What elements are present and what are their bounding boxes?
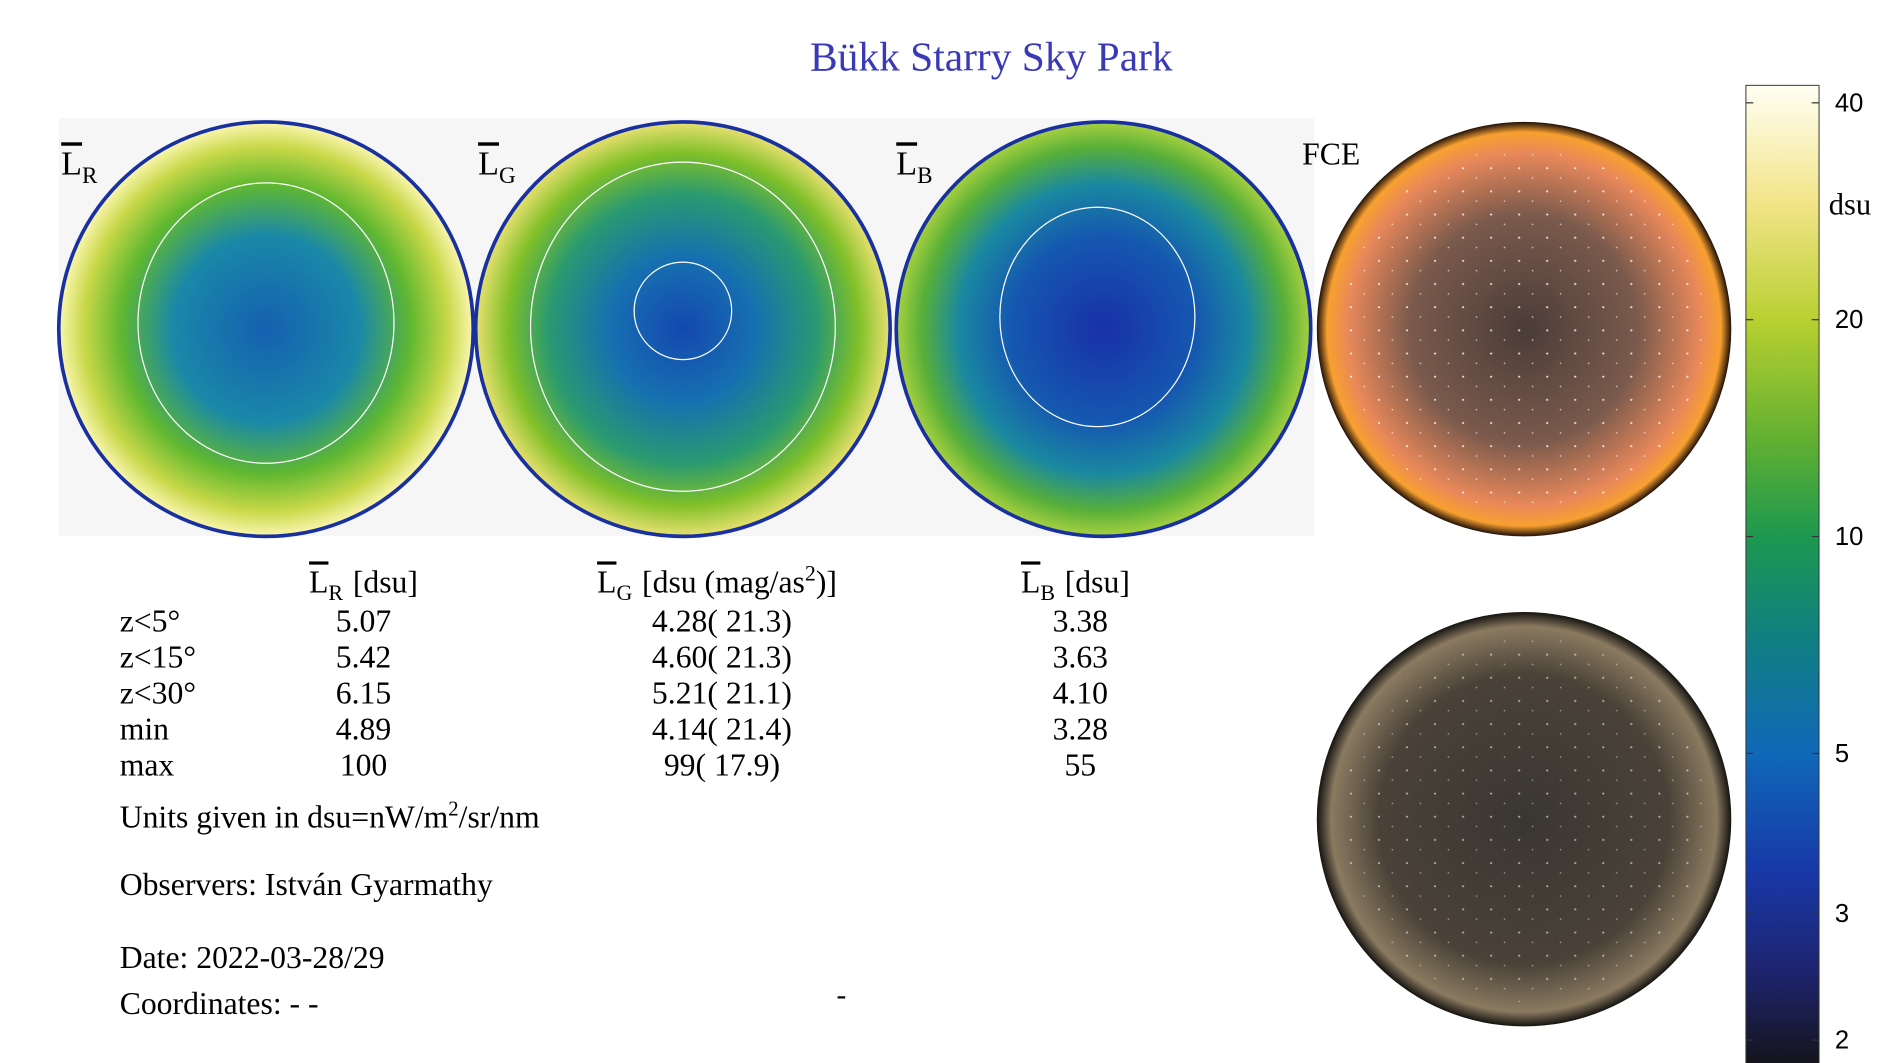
map-label: LG xyxy=(478,145,516,189)
subscript: B xyxy=(1040,580,1055,605)
contour xyxy=(999,206,1196,428)
stars xyxy=(1341,146,1707,512)
table-cell: 4.28( 21.3) xyxy=(652,603,792,638)
symbol: L xyxy=(1021,564,1040,599)
table-cell: 6.15 xyxy=(336,675,391,710)
colorbar-label: dsu xyxy=(1829,188,1871,222)
colorbar-tick-label: 5 xyxy=(1835,740,1849,768)
photo-label: FCE xyxy=(1302,137,1360,172)
table-cell: 5.21( 21.1) xyxy=(652,675,792,710)
red-sky-map xyxy=(56,120,476,539)
table-cell: 4.60( 21.3) xyxy=(652,639,792,674)
subscript: G xyxy=(616,580,632,605)
symbol: L xyxy=(478,145,499,182)
text: Units given in dsu=nW/m xyxy=(120,800,449,835)
colorbar xyxy=(1745,84,1820,1063)
symbol: L xyxy=(309,564,328,599)
contour xyxy=(137,182,395,464)
mark: - xyxy=(837,979,847,1011)
row-label: z<5° xyxy=(120,603,180,638)
table-cell: 55 xyxy=(1064,747,1096,782)
table-cell: 3.28 xyxy=(1053,711,1108,746)
subscript: G xyxy=(499,163,516,189)
row-label: z<30° xyxy=(120,675,196,710)
colorbar-tick-label: 20 xyxy=(1835,306,1863,334)
table-cell: 99( 17.9) xyxy=(664,747,780,782)
unit: [dsu] xyxy=(353,564,418,599)
table-cell: 3.63 xyxy=(1053,639,1108,674)
stars xyxy=(1341,636,1707,1003)
row-label: min xyxy=(120,711,169,746)
table-cell: 4.89 xyxy=(336,711,391,746)
table-cell: 3.38 xyxy=(1053,603,1108,638)
map-label: LB xyxy=(896,145,932,189)
title: Bükk Starry Sky Park xyxy=(810,34,1173,80)
unit: [dsu] xyxy=(1065,564,1130,599)
superscript: 2 xyxy=(805,560,816,585)
table-cell: 4.14( 21.4) xyxy=(652,711,792,746)
contour xyxy=(529,161,836,492)
subscript: B xyxy=(917,163,932,189)
table-cell: 5.42 xyxy=(336,639,391,674)
symbol: L xyxy=(61,145,82,182)
row-label: max xyxy=(120,747,175,782)
table-cell: 100 xyxy=(340,747,388,782)
row-label: z<15° xyxy=(120,639,196,674)
symbol: L xyxy=(597,564,616,599)
colorbar-tick-label: 2 xyxy=(1835,1027,1849,1055)
unit: [dsu (mag/as xyxy=(642,564,805,599)
unit: )] xyxy=(816,564,837,599)
map-label: LR xyxy=(61,145,98,189)
colorbar-tick-label: 10 xyxy=(1835,523,1863,551)
blue-sky-map xyxy=(894,120,1313,539)
observers: Observers: István Gyarmathy xyxy=(120,867,493,902)
colorbar-tick-label: 40 xyxy=(1835,89,1863,117)
superscript: 2 xyxy=(448,799,458,821)
table-header: LG [dsu (mag/as2)] xyxy=(597,560,837,605)
colorbar-tick-label: 3 xyxy=(1835,900,1849,928)
coordinates: Coordinates: - - xyxy=(120,986,319,1021)
date: Date: 2022-03-28/29 xyxy=(120,940,385,975)
subscript: R xyxy=(328,580,343,605)
text: /sr/nm xyxy=(459,800,540,835)
green-sky-map xyxy=(473,120,892,539)
symbol: L xyxy=(896,145,917,182)
table: z<5° 5.07 4.28( 21.3) 3.38 z<15° 5.42 4.60( 21… xyxy=(120,603,1108,782)
table-cell: 4.10 xyxy=(1053,675,1108,710)
contour xyxy=(633,261,733,361)
units-note: Units given in dsu=nW/m2/sr/nm xyxy=(120,799,540,835)
table-header: LR [dsu] xyxy=(309,564,418,604)
table-header: LB [dsu] xyxy=(1021,564,1130,604)
subscript: R xyxy=(82,163,98,189)
table-cell: 5.07 xyxy=(336,603,391,638)
